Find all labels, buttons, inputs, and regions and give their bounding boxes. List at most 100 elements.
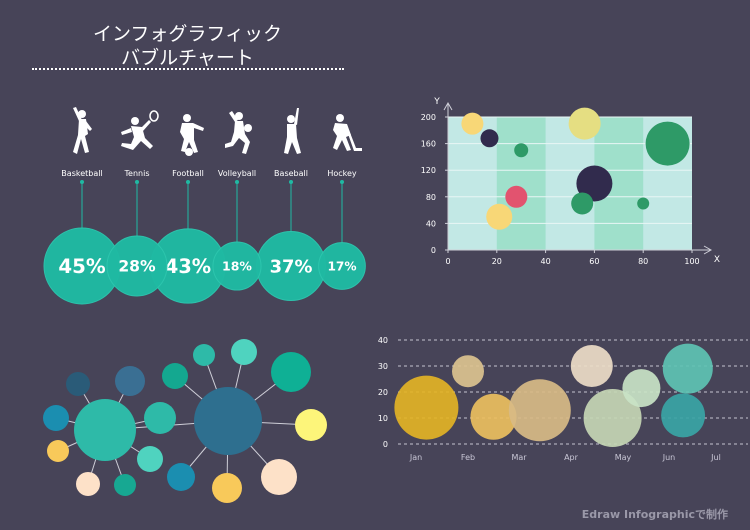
y-tick-label: 0 bbox=[431, 246, 436, 255]
tennis-player-icon bbox=[120, 110, 159, 151]
data-bubble bbox=[505, 185, 528, 208]
xy-bubble-chart: 0 40 80 120 160 200 0 20 40 60 80 100 X Y bbox=[421, 97, 720, 266]
satellite-bubble bbox=[137, 446, 163, 472]
leader-dot bbox=[135, 180, 139, 184]
data-bubble bbox=[570, 345, 613, 387]
data-bubble bbox=[508, 379, 571, 442]
satellite-bubble bbox=[271, 352, 311, 392]
y-tick-label: 40 bbox=[426, 219, 436, 228]
data-bubble bbox=[470, 393, 517, 440]
title-line-1: インフォグラフィック bbox=[92, 23, 283, 45]
network-bubble-diagram bbox=[43, 339, 327, 503]
satellite-bubble bbox=[212, 473, 242, 503]
baseball-player-icon bbox=[284, 108, 301, 154]
satellite-bubble bbox=[295, 409, 327, 441]
hockey-player-icon bbox=[333, 114, 362, 151]
watermark: Edraw Infographicで制作 bbox=[581, 508, 728, 521]
basketball-player-icon bbox=[73, 107, 92, 154]
sport-bubble bbox=[106, 235, 168, 297]
satellite-bubble bbox=[167, 463, 195, 491]
x-tick-label: 100 bbox=[684, 257, 699, 266]
percent-label: 45% bbox=[58, 255, 105, 278]
data-bubble bbox=[662, 343, 713, 394]
satellite-bubble bbox=[144, 402, 176, 434]
percent-label: 37% bbox=[270, 256, 313, 277]
title-line-2: バブルチャート bbox=[121, 47, 254, 69]
leader-dot bbox=[80, 180, 84, 184]
satellite-bubble bbox=[66, 372, 90, 396]
page-title: インフォグラフィック バブルチャート bbox=[30, 22, 345, 70]
satellite-bubble bbox=[115, 366, 145, 396]
category-label: Tennis bbox=[124, 169, 150, 178]
category-label: Baseball bbox=[274, 169, 308, 178]
satellite-bubble bbox=[231, 339, 257, 365]
x-axis-label: X bbox=[714, 255, 720, 265]
x-tick-label: 80 bbox=[638, 257, 648, 266]
y-tick-label: 40 bbox=[378, 336, 388, 345]
y-tick-label: 0 bbox=[383, 440, 388, 449]
data-bubble bbox=[394, 375, 459, 440]
satellite-bubble bbox=[43, 405, 69, 431]
data-bubble bbox=[514, 143, 529, 158]
percent-label: 28% bbox=[118, 258, 156, 276]
category-label: Football bbox=[172, 169, 204, 178]
data-bubble bbox=[486, 203, 513, 230]
x-tick-label: Jun bbox=[662, 453, 676, 462]
y-tick-label: 30 bbox=[378, 362, 388, 371]
satellite-bubble bbox=[261, 459, 297, 495]
satellite-bubble bbox=[193, 344, 215, 366]
x-tick-label: 40 bbox=[541, 257, 551, 266]
data-bubble bbox=[571, 192, 594, 215]
category-label: Basketball bbox=[61, 169, 102, 178]
x-tick-label: May bbox=[615, 453, 632, 462]
title-divider bbox=[32, 68, 344, 70]
satellite-bubble bbox=[47, 440, 69, 462]
satellite-bubble bbox=[162, 363, 188, 389]
x-tick-label: Mar bbox=[511, 453, 527, 462]
percent-label: 43% bbox=[165, 255, 211, 278]
leader-dot bbox=[340, 180, 344, 184]
x-tick-label: 0 bbox=[445, 257, 450, 266]
leader-dot bbox=[289, 180, 293, 184]
hub-bubble bbox=[194, 387, 262, 455]
sport-bubble bbox=[212, 241, 262, 291]
data-bubble bbox=[452, 355, 484, 388]
x-axis-arrow bbox=[703, 245, 713, 255]
leader-dot bbox=[235, 180, 239, 184]
x-tick-label: Jan bbox=[409, 453, 422, 462]
category-label: Volleyball bbox=[218, 169, 256, 178]
y-tick-label: 120 bbox=[421, 166, 436, 175]
y-axis-label: Y bbox=[433, 97, 440, 107]
y-tick-label: 10 bbox=[378, 414, 388, 423]
x-tick-label: Apr bbox=[564, 453, 579, 462]
satellite-bubble bbox=[114, 474, 136, 496]
hub-bubble bbox=[74, 399, 136, 461]
leader-dot bbox=[186, 180, 190, 184]
data-bubble bbox=[637, 197, 650, 210]
data-bubble bbox=[645, 121, 690, 166]
y-tick-label: 200 bbox=[421, 113, 436, 122]
category-label: Hockey bbox=[327, 169, 357, 178]
x-tick-label: Jul bbox=[710, 453, 721, 462]
x-tick-label: Feb bbox=[461, 453, 475, 462]
data-bubble bbox=[583, 389, 642, 447]
data-bubble bbox=[461, 112, 484, 135]
y-tick-label: 80 bbox=[426, 193, 436, 202]
percent-label: 18% bbox=[222, 258, 252, 273]
sports-bubble-chart: Basketball Tennis Football Volleyball Baseba… bbox=[43, 107, 366, 305]
y-tick-label: 160 bbox=[421, 140, 436, 149]
y-tick-label: 20 bbox=[378, 388, 388, 397]
data-bubble bbox=[576, 165, 613, 202]
sport-bubble bbox=[318, 242, 366, 290]
monthly-bubble-chart: 0 10 20 30 40 Jan Feb Mar Apr May Jun Jul bbox=[378, 336, 748, 462]
y-axis-arrow bbox=[443, 101, 453, 111]
percent-label: 17% bbox=[327, 259, 356, 273]
x-tick-label: 60 bbox=[589, 257, 599, 266]
volleyball-player-icon bbox=[225, 111, 252, 154]
data-bubble bbox=[568, 107, 601, 140]
plot-band bbox=[496, 117, 546, 250]
data-bubble bbox=[661, 393, 706, 438]
satellite-bubble bbox=[76, 472, 100, 496]
data-bubble bbox=[480, 129, 499, 148]
